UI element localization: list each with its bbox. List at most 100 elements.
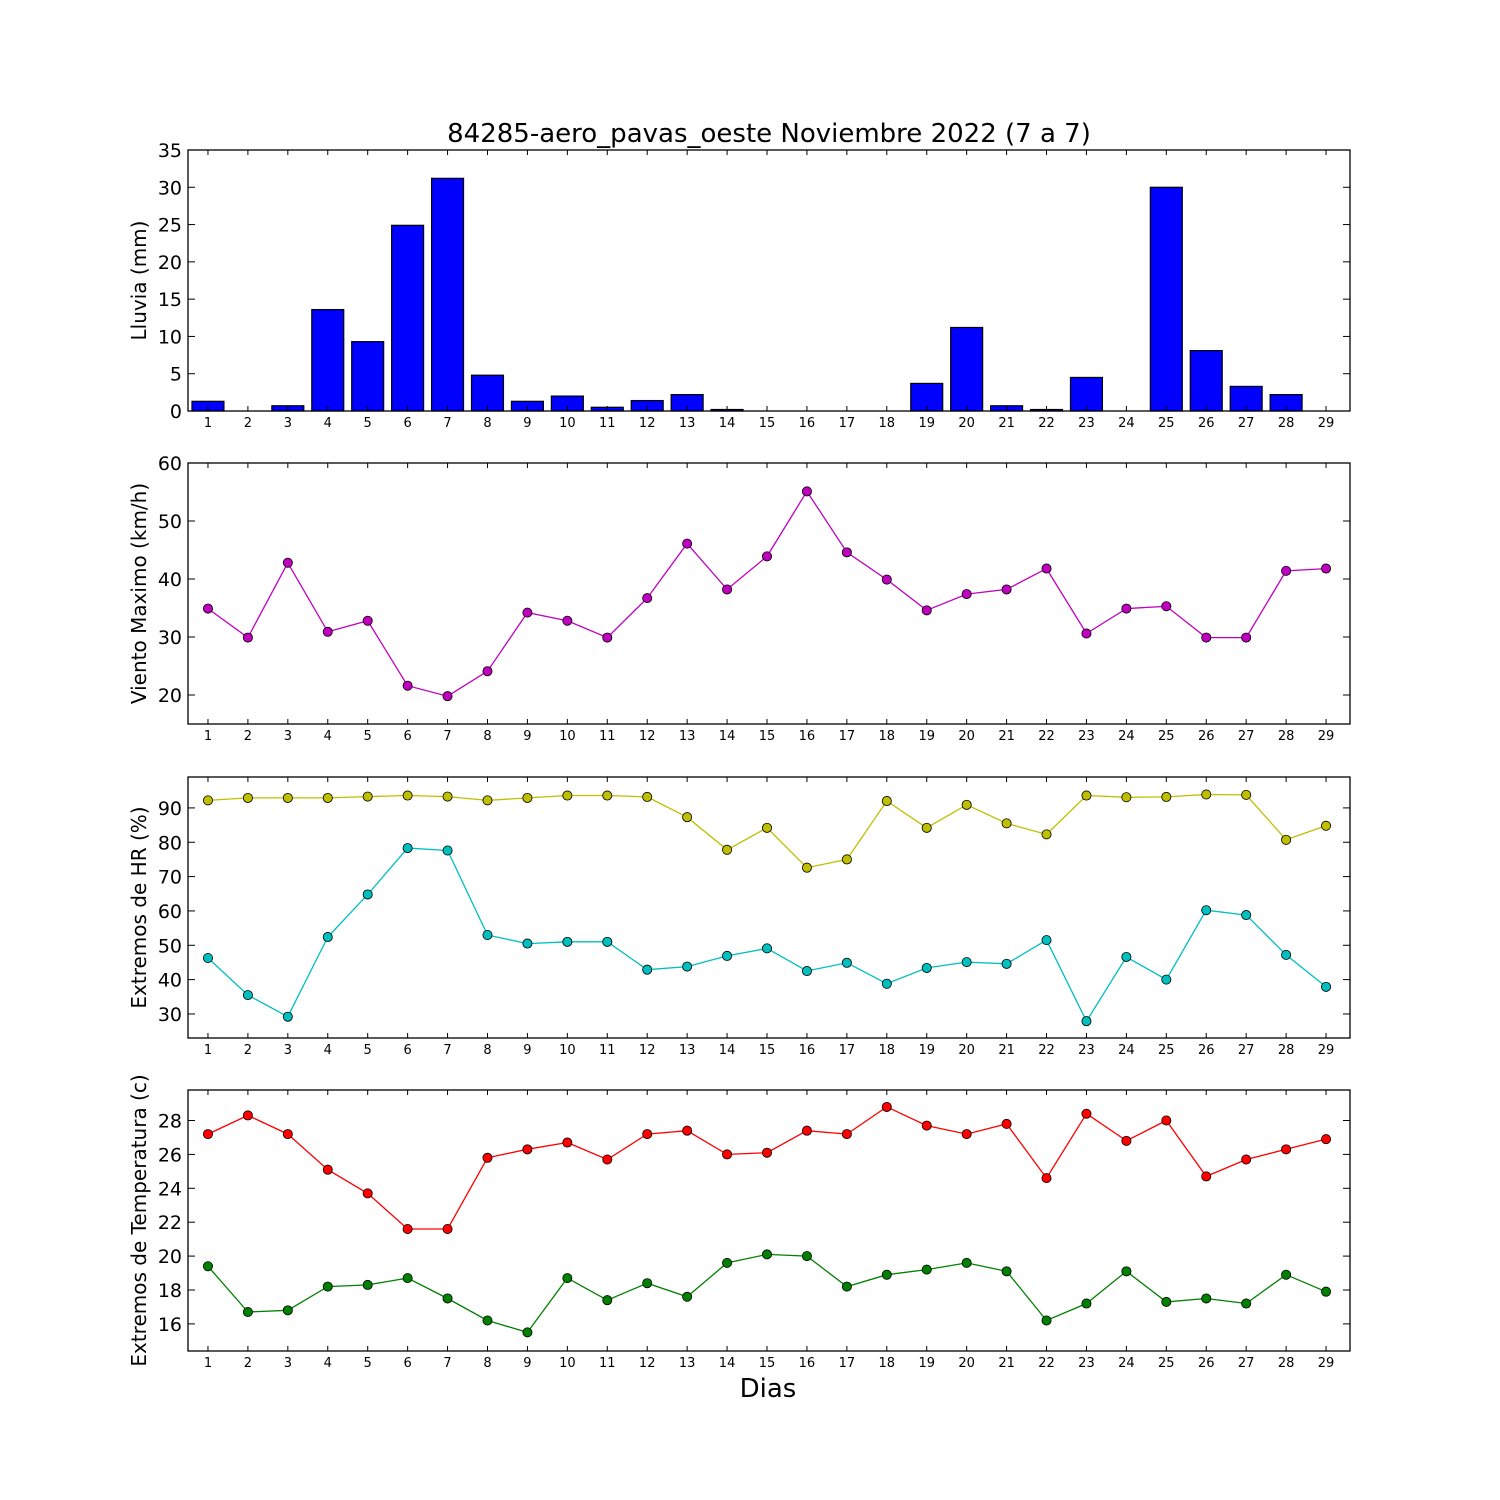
- point-series-1-day-22: [1041, 829, 1052, 840]
- point-series-2-day-19: [921, 1264, 932, 1275]
- point-series-2-day-2: [242, 990, 253, 1001]
- chart-panel-2: 1 2 3 4 5 6 7 8 9 10 11 12 13 14 15 16 17 18 19 20 21 22 23 24 2…: [127, 453, 1351, 744]
- x-tick-label: 8: [483, 1043, 491, 1058]
- bar-day-6: [391, 224, 425, 412]
- x-tick-label: 27: [1238, 416, 1255, 431]
- x-tick-label: 13: [679, 1356, 696, 1371]
- x-tick-label: 15: [759, 729, 776, 744]
- point-series-2-day-24: [1121, 951, 1132, 962]
- point-series-1-day-20: [961, 1129, 972, 1140]
- x-tick-label: 19: [918, 1043, 935, 1058]
- point-series-1-day-15: [762, 551, 773, 562]
- bar-day-23: [1069, 376, 1104, 412]
- x-tick-label: 20: [958, 729, 975, 744]
- x-tick-label: 17: [839, 1043, 856, 1058]
- point-series-2-day-2: [242, 1307, 253, 1318]
- x-tick-label: 6: [403, 416, 411, 431]
- point-series-1-day-17: [841, 854, 852, 865]
- x-tick-label: 15: [759, 1356, 776, 1371]
- point-series-1-day-21: [1001, 1118, 1012, 1129]
- point-series-2-day-17: [841, 957, 852, 968]
- bar-day-7: [430, 177, 465, 412]
- series-line-2: [207, 1253, 1327, 1334]
- point-series-1-day-23: [1081, 790, 1092, 801]
- x-tick-label: 16: [799, 416, 816, 431]
- point-series-1-day-23: [1081, 628, 1092, 639]
- point-series-1-day-18: [881, 574, 892, 585]
- x-tick-label: 13: [679, 729, 696, 744]
- y-tick-label: 5: [170, 364, 182, 386]
- point-series-1-day-24: [1121, 792, 1132, 803]
- x-tick-label: 29: [1318, 729, 1335, 744]
- point-series-2-day-28: [1281, 1269, 1292, 1280]
- point-series-2-day-13: [682, 961, 693, 972]
- x-tick-label: 1: [204, 1356, 212, 1371]
- x-tick-label: 15: [759, 416, 776, 431]
- plot-frame: [187, 776, 1351, 1039]
- point-series-1-day-2: [242, 792, 253, 803]
- chart-panel-3: 1 2 3 4 5 6 7 8 9 10 11 12 13 14 15 16 17 18 19 20 21 22 23 24 2…: [127, 776, 1351, 1058]
- x-tick-label: 17: [839, 729, 856, 744]
- point-series-1-day-25: [1161, 601, 1172, 612]
- bar-day-4: [311, 308, 345, 412]
- point-series-1-day-18: [881, 796, 892, 807]
- x-tick-label: 11: [599, 729, 616, 744]
- point-series-1-day-8: [482, 666, 493, 677]
- point-series-2-day-9: [522, 1327, 533, 1338]
- x-axis-label: Dias: [740, 1374, 797, 1404]
- bar-day-5: [351, 341, 385, 412]
- x-tick-label: 11: [599, 416, 616, 431]
- chart-title: 84285-aero_pavas_oeste Noviembre 2022 (7…: [447, 119, 1091, 149]
- y-tick-label: 20: [158, 1246, 182, 1268]
- point-series-2-day-27: [1241, 910, 1252, 921]
- point-series-2-day-7: [442, 845, 453, 856]
- point-series-1-day-8: [482, 1152, 493, 1163]
- point-series-1-day-2: [242, 1110, 253, 1121]
- point-series-1-day-19: [921, 822, 932, 833]
- point-series-2-day-3: [282, 1305, 293, 1316]
- y-tick-label: 35: [158, 140, 182, 162]
- point-series-1-day-17: [841, 1129, 852, 1140]
- point-series-1-day-25: [1161, 791, 1172, 802]
- series-line-2: [207, 847, 1327, 1023]
- point-series-1-day-10: [562, 615, 573, 626]
- point-series-1-day-15: [762, 1147, 773, 1158]
- x-tick-label: 12: [639, 1356, 656, 1371]
- x-tick-label: 23: [1078, 1356, 1095, 1371]
- point-series-1-day-22: [1041, 563, 1052, 574]
- x-tick-label: 20: [958, 416, 975, 431]
- x-tick-label: 8: [483, 416, 491, 431]
- x-tick-label: 29: [1318, 416, 1335, 431]
- point-series-1-day-9: [522, 792, 533, 803]
- point-series-1-day-5: [362, 615, 373, 626]
- point-series-1-day-9: [522, 1144, 533, 1155]
- x-tick-label: 12: [639, 416, 656, 431]
- point-series-2-day-5: [362, 1279, 373, 1290]
- x-tick-label: 6: [403, 1356, 411, 1371]
- point-series-2-day-8: [482, 929, 493, 940]
- x-tick-label: 14: [719, 1356, 736, 1371]
- x-tick-label: 25: [1158, 416, 1175, 431]
- y-tick-label: 90: [158, 798, 182, 820]
- point-series-1-day-7: [442, 691, 453, 702]
- x-tick-label: 23: [1078, 1043, 1095, 1058]
- point-series-2-day-3: [282, 1011, 293, 1022]
- point-series-2-day-9: [522, 938, 533, 949]
- point-series-1-day-20: [961, 799, 972, 810]
- x-tick-label: 7: [443, 1356, 451, 1371]
- point-series-1-day-20: [961, 589, 972, 600]
- x-tick-label: 26: [1198, 1356, 1215, 1371]
- point-series-1-day-5: [362, 791, 373, 802]
- x-tick-label: 10: [559, 729, 576, 744]
- y-tick-label: 26: [158, 1144, 182, 1166]
- x-tick-label: 9: [523, 416, 531, 431]
- x-tick-label: 12: [639, 1043, 656, 1058]
- point-series-1-day-12: [642, 593, 653, 604]
- point-series-1-day-14: [722, 1149, 733, 1160]
- x-tick-label: 3: [284, 1356, 292, 1371]
- x-tick-label: 4: [324, 1043, 332, 1058]
- x-tick-label: 29: [1318, 1043, 1335, 1058]
- point-series-1-day-11: [602, 632, 613, 643]
- point-series-1-day-18: [881, 1101, 892, 1112]
- x-tick-label: 25: [1158, 729, 1175, 744]
